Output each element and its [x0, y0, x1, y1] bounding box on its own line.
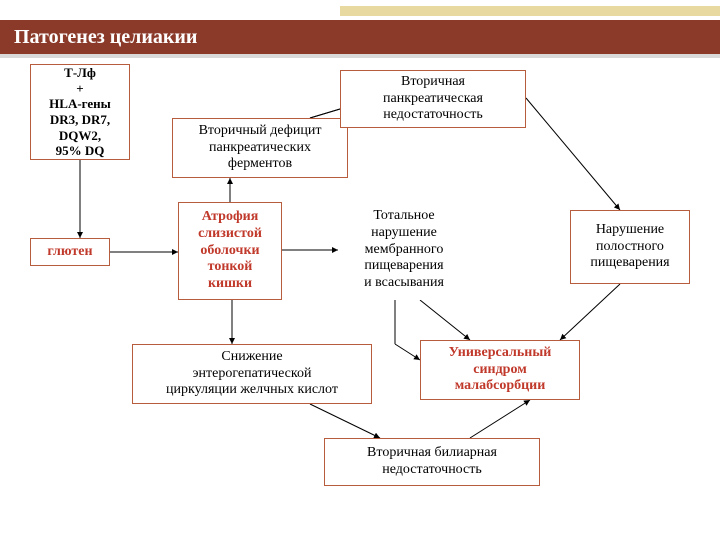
edge-12 — [310, 404, 380, 438]
node-secPancIns: Вторичнаяпанкреатическаянедостаточность — [340, 70, 526, 128]
node-malabsorption: Универсальныйсиндроммалабсорбции — [420, 340, 580, 400]
edge-11 — [560, 284, 620, 340]
node-enterohepatic-label: Снижениеэнтерогепатическойциркуляции жел… — [166, 349, 338, 399]
node-biliary-label: Вторичная билиарнаянедостаточность — [367, 445, 497, 479]
node-atrophy: Атрофияслизистойоболочкитонкойкишки — [178, 202, 282, 300]
node-totalMembrane-label: Тотальноенарушениемембранногопищеварения… — [364, 208, 444, 292]
page-title-bar: Патогенез целиакии — [0, 20, 720, 54]
node-lumenDigestion-label: Нарушениеполостногопищеварения — [590, 222, 669, 272]
edge-8 — [420, 300, 470, 340]
page-title-text: Патогенез целиакии — [14, 26, 197, 48]
node-tlf: Т-Лф+HLA-геныDR3, DR7,DQW2,95% DQ — [30, 64, 130, 160]
node-gluten-label: глютен — [47, 244, 92, 261]
node-biliary: Вторичная билиарнаянедостаточность — [324, 438, 540, 486]
edge-13 — [470, 400, 530, 438]
edge-10 — [395, 344, 420, 360]
node-lumenDigestion: Нарушениеполостногопищеварения — [570, 210, 690, 284]
edge-5 — [526, 98, 620, 210]
node-atrophy-label: Атрофияслизистойоболочкитонкойкишки — [198, 209, 262, 293]
decorative-band — [340, 6, 720, 16]
node-secDefEnzymes-label: Вторичный дефицитпанкреатическихферменто… — [199, 123, 322, 173]
node-gluten: глютен — [30, 238, 110, 266]
node-enterohepatic: Снижениеэнтерогепатическойциркуляции жел… — [132, 344, 372, 404]
node-secDefEnzymes: Вторичный дефицитпанкреатическихферменто… — [172, 118, 348, 178]
node-secPancIns-label: Вторичнаяпанкреатическаянедостаточность — [383, 74, 483, 124]
node-malabsorption-label: Универсальныйсиндроммалабсорбции — [449, 345, 552, 395]
node-tlf-label: Т-Лф+HLA-геныDR3, DR7,DQW2,95% DQ — [49, 65, 111, 159]
page-title-underline — [0, 54, 720, 58]
node-totalMembrane: Тотальноенарушениемембранногопищеварения… — [338, 200, 470, 300]
